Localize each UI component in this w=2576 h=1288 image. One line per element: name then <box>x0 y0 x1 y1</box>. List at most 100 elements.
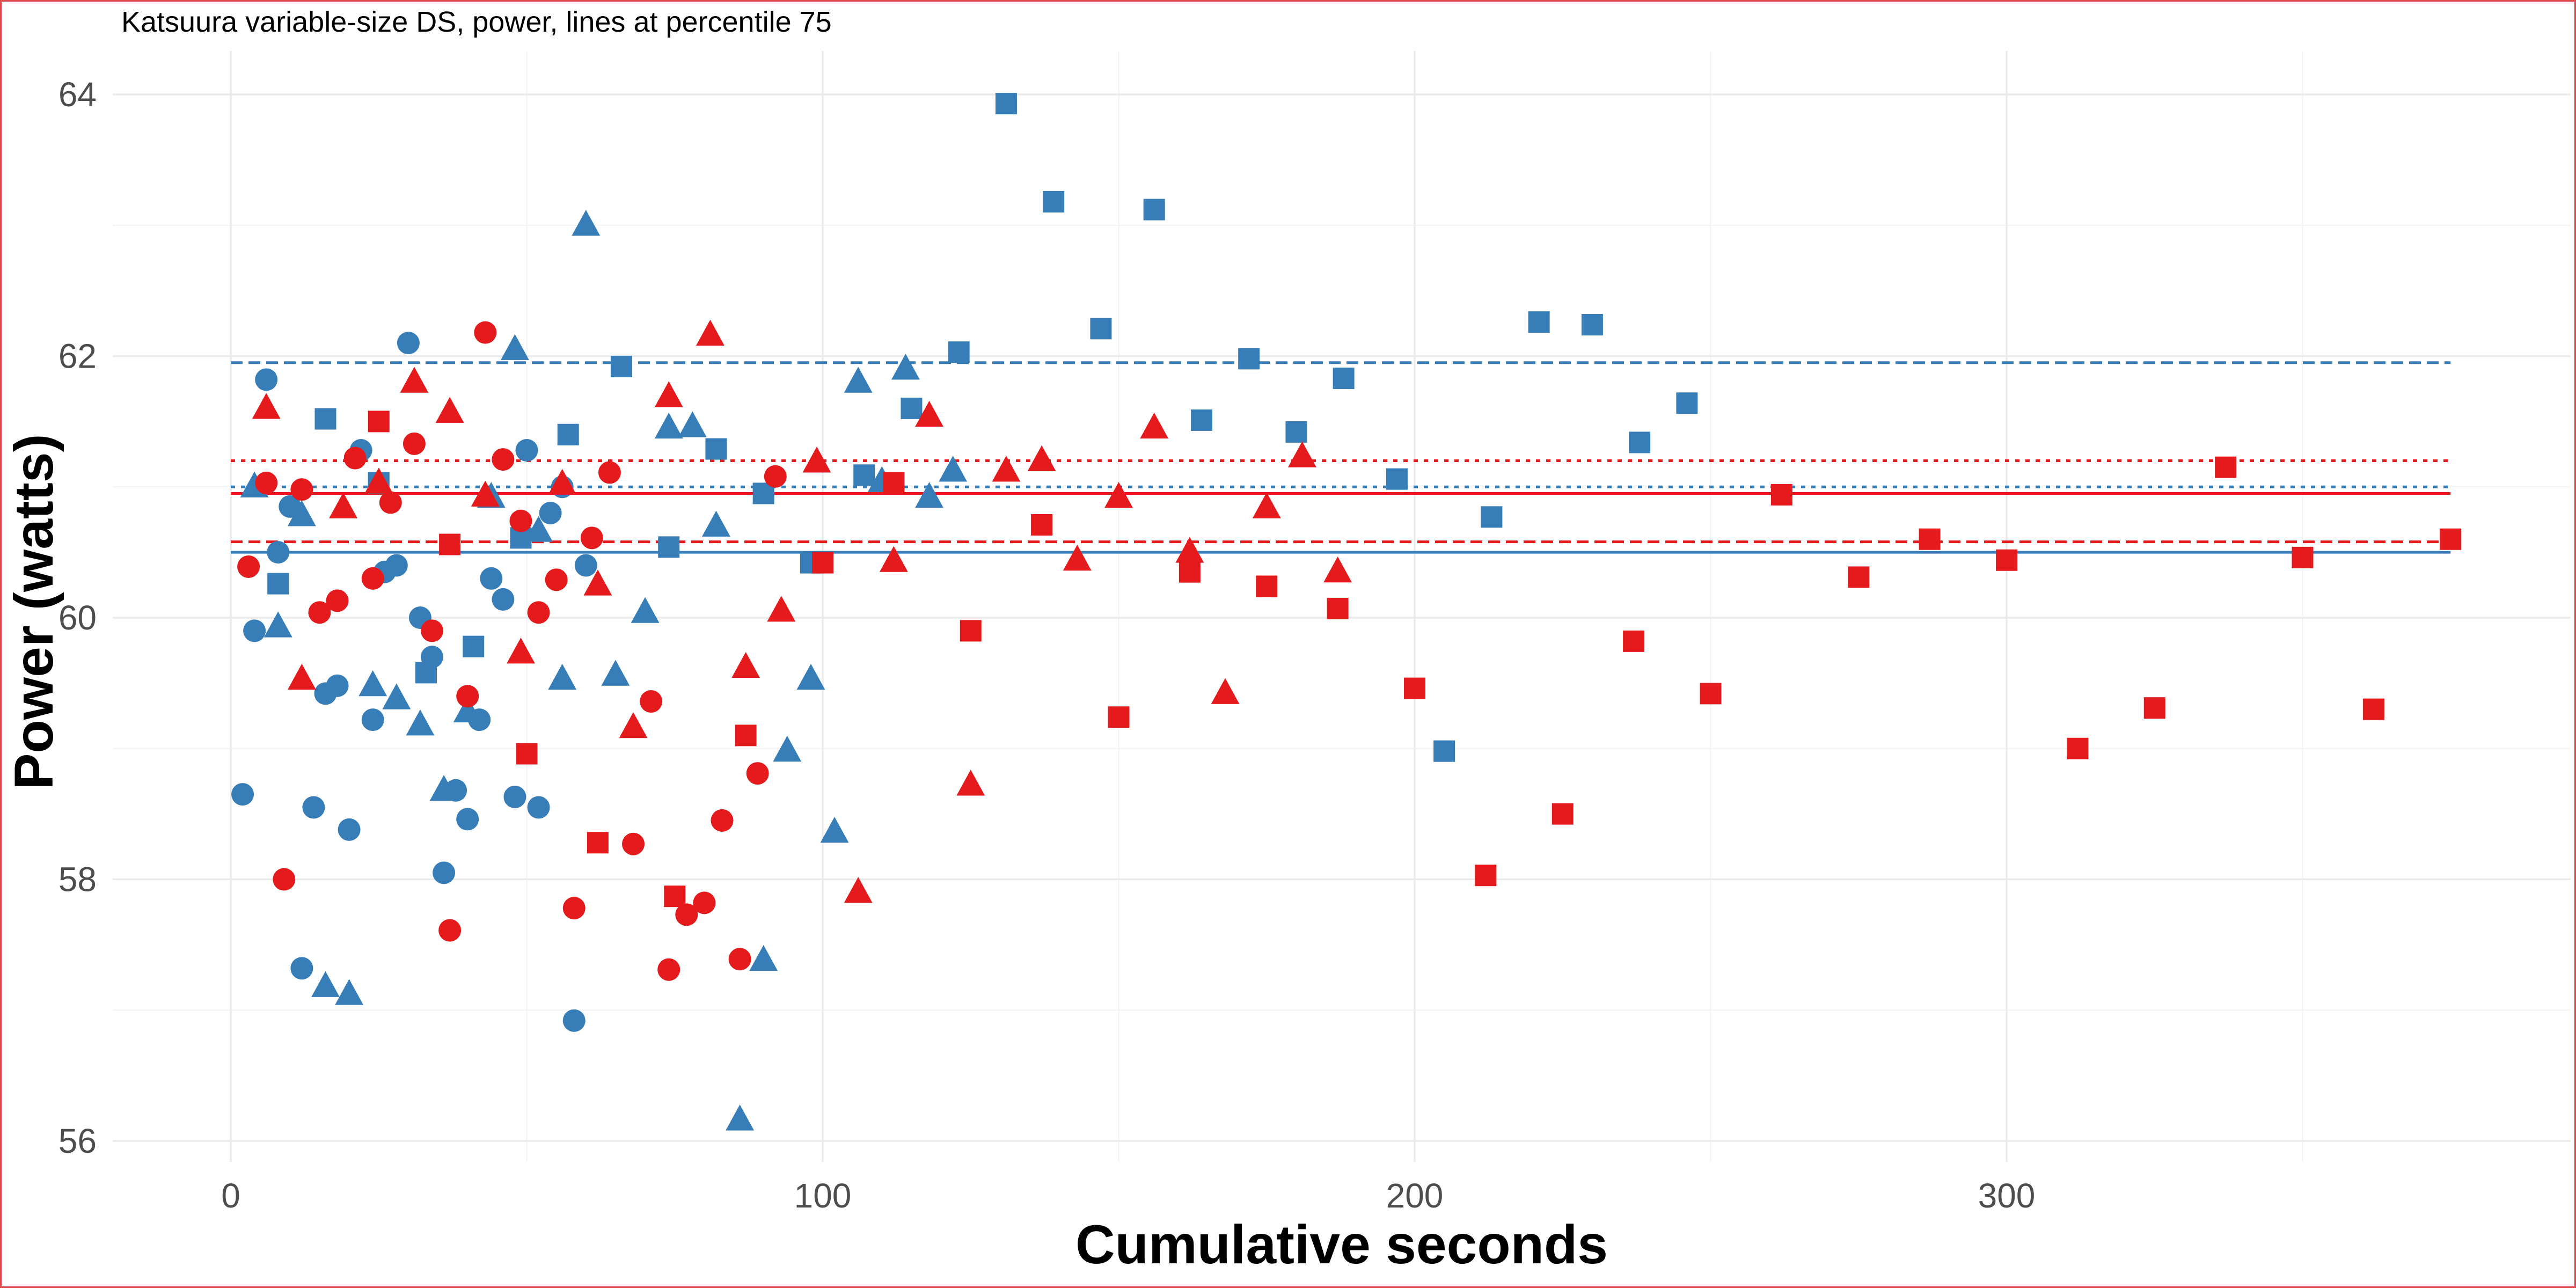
point-red-circle <box>764 465 787 488</box>
point-blue-square <box>1090 318 1112 340</box>
point-blue-triangle <box>572 210 601 236</box>
point-red-square <box>1919 528 1941 550</box>
point-red-square <box>1179 561 1201 583</box>
point-red-triangle <box>1252 492 1281 518</box>
point-blue-triangle <box>773 735 802 762</box>
point-red-triangle <box>696 319 724 346</box>
point-blue-square <box>995 93 1017 115</box>
point-red-circle <box>438 919 462 942</box>
point-red-circle <box>421 619 444 642</box>
point-red-triangle <box>364 467 393 494</box>
point-blue-circle <box>338 818 361 841</box>
point-red-square <box>1256 575 1278 597</box>
point-red-square <box>2067 737 2089 759</box>
point-red-square <box>1327 597 1349 619</box>
y-tick-label: 58 <box>58 860 97 899</box>
point-red-square <box>2440 528 2462 550</box>
point-blue-square <box>1285 421 1307 443</box>
point-blue-square <box>314 408 336 430</box>
point-blue-triangle <box>939 456 968 482</box>
point-blue-square <box>557 423 579 445</box>
point-red-circle <box>456 685 479 708</box>
point-red-square <box>1552 803 1574 825</box>
point-blue-square <box>658 536 680 558</box>
point-red-circle <box>273 868 296 891</box>
point-blue-triangle <box>891 354 920 380</box>
point-red-square <box>2362 698 2384 720</box>
point-blue-triangle <box>678 411 707 437</box>
point-blue-square <box>415 662 437 684</box>
point-blue-square <box>705 438 727 460</box>
point-red-circle <box>402 432 426 455</box>
point-red-triangle <box>1140 412 1169 439</box>
point-red-triangle <box>583 569 612 596</box>
point-blue-circle <box>397 332 420 355</box>
point-blue-circle <box>255 368 278 391</box>
point-blue-square <box>948 341 970 363</box>
point-blue-circle <box>539 502 562 524</box>
point-blue-square <box>1629 431 1651 453</box>
data-points <box>231 93 2462 1131</box>
point-red-circle <box>711 809 734 832</box>
point-red-circle <box>361 567 384 590</box>
x-tick-label: 300 <box>1978 1176 2036 1215</box>
point-red-triangle <box>400 367 429 393</box>
point-red-square <box>2292 546 2314 568</box>
point-blue-circle <box>562 1009 586 1032</box>
point-blue-triangle <box>287 500 316 526</box>
point-red-circle <box>527 601 550 624</box>
point-blue-circle <box>302 796 325 819</box>
point-blue-circle <box>527 796 550 819</box>
point-red-circle <box>509 509 532 532</box>
point-red-circle <box>492 448 515 471</box>
point-red-square <box>1996 549 2017 571</box>
point-blue-circle <box>290 957 313 980</box>
point-blue-square <box>610 356 632 377</box>
point-blue-triangle <box>453 696 482 723</box>
point-blue-triangle <box>726 1104 755 1131</box>
point-blue-square <box>1190 409 1212 431</box>
point-red-square <box>1475 865 1497 887</box>
point-red-square <box>664 885 686 908</box>
point-red-square <box>1848 566 1870 588</box>
point-red-circle <box>675 903 698 926</box>
point-blue-circle <box>243 619 266 642</box>
point-red-triangle <box>252 393 281 419</box>
point-blue-square <box>1528 311 1550 333</box>
y-axis-label: Power (watts) <box>3 434 64 789</box>
point-red-triangle <box>435 397 464 423</box>
point-blue-triangle <box>749 945 778 971</box>
point-blue-square <box>1581 314 1603 335</box>
point-red-triangle <box>471 480 500 507</box>
x-tick-label: 200 <box>1386 1176 1444 1215</box>
point-red-square <box>587 832 609 854</box>
point-red-circle <box>379 491 402 514</box>
point-red-circle <box>237 555 260 578</box>
point-blue-circle <box>515 439 538 462</box>
point-red-circle <box>326 589 349 612</box>
point-red-square <box>2215 456 2237 478</box>
point-red-circle <box>693 891 716 914</box>
point-blue-circle <box>385 554 408 577</box>
point-red-triangle <box>915 400 943 427</box>
point-blue-square <box>853 464 875 486</box>
point-blue-square <box>1043 191 1065 213</box>
point-red-square <box>368 411 390 433</box>
point-red-square <box>439 533 461 555</box>
point-red-triangle <box>329 492 358 518</box>
point-red-triangle <box>1063 545 1092 571</box>
point-blue-circle <box>480 567 503 590</box>
point-red-square <box>2143 697 2165 719</box>
chart-title: Katsuura variable-size DS, power, lines … <box>121 6 832 38</box>
point-red-triangle <box>1027 445 1056 472</box>
point-blue-square <box>1333 367 1355 389</box>
point-red-square <box>516 743 538 765</box>
point-red-square <box>812 552 833 574</box>
point-blue-square <box>1481 506 1503 528</box>
point-red-triangle <box>1175 537 1204 563</box>
point-blue-triangle <box>820 817 849 843</box>
point-red-triangle <box>507 638 535 664</box>
point-red-triangle <box>767 596 796 622</box>
